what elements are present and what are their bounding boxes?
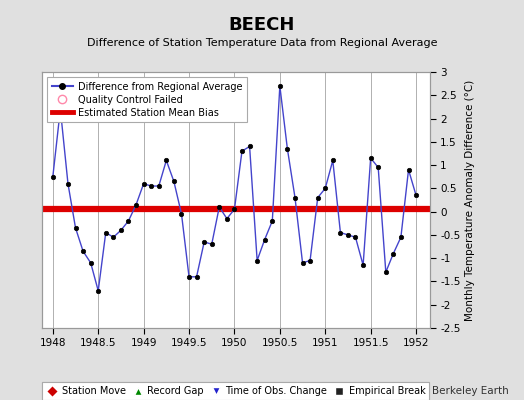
Y-axis label: Monthly Temperature Anomaly Difference (°C): Monthly Temperature Anomaly Difference (… xyxy=(465,79,475,321)
Text: Berkeley Earth: Berkeley Earth xyxy=(432,386,508,396)
Text: BEECH: BEECH xyxy=(229,16,295,34)
Legend: Station Move, Record Gap, Time of Obs. Change, Empirical Break: Station Move, Record Gap, Time of Obs. C… xyxy=(42,382,429,400)
Text: Difference of Station Temperature Data from Regional Average: Difference of Station Temperature Data f… xyxy=(87,38,437,48)
